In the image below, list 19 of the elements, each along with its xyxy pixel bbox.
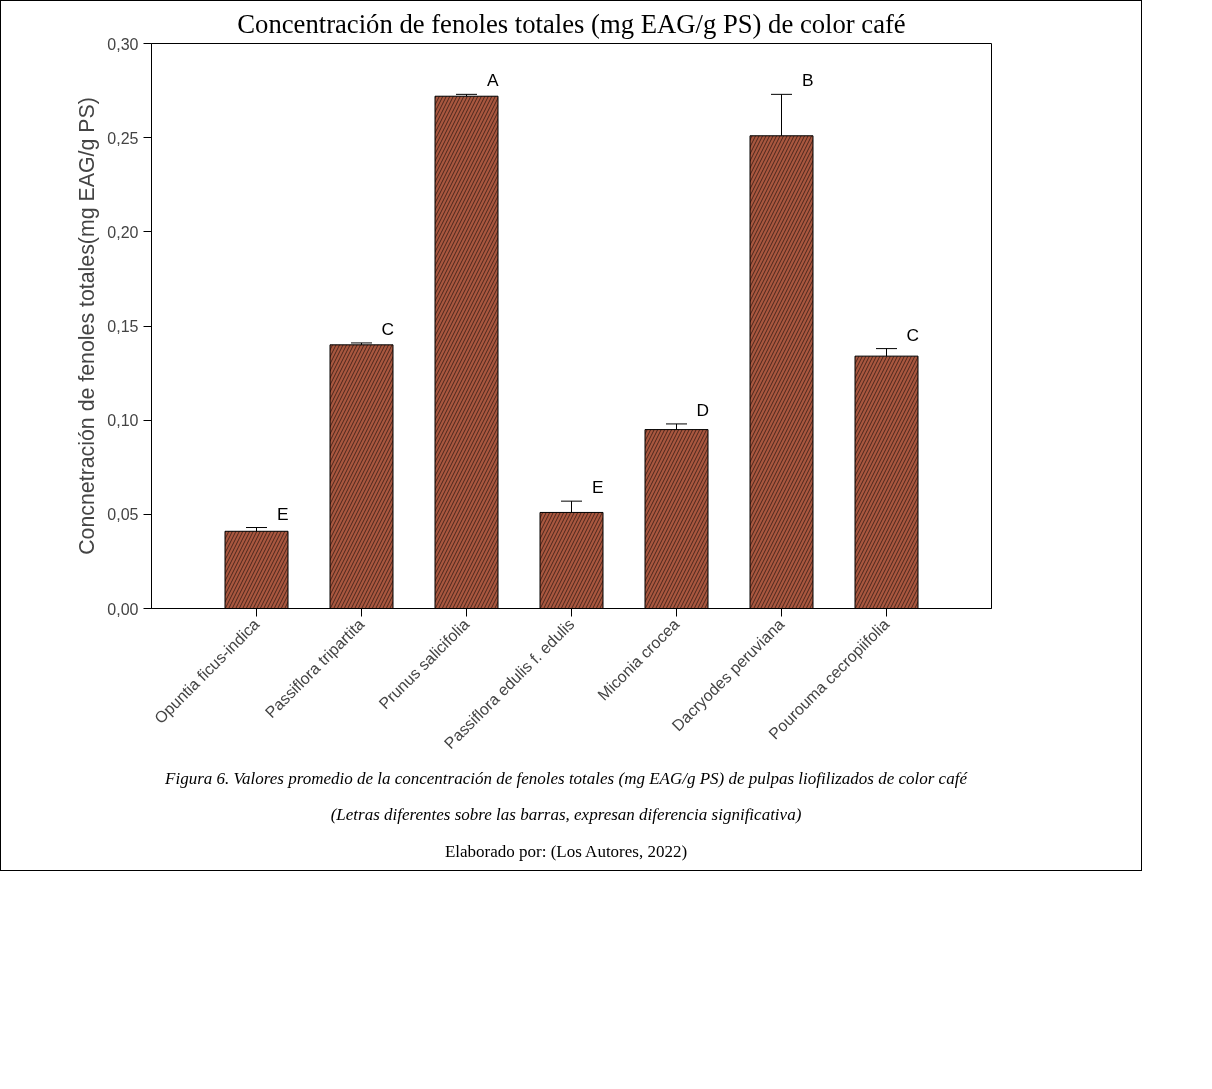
y-tick-label: 0,20: [107, 223, 139, 241]
text: Figura 6. Valores promedio de la concentración de fenoles totales (mg EAG/g PS) de pulpas liofilizados de color café: [165, 768, 967, 790]
y-tick-label: 0,10: [107, 412, 139, 430]
annotation: B: [801, 70, 814, 91]
text: (Letras diferentes sobre las barras, expresan diferencia significativa): [330, 804, 802, 827]
annotation: E: [276, 503, 289, 524]
chart-title: Concentración de fenoles totales (mg EAG/g PS) de color café: [237, 8, 906, 39]
text: Elaborado por: (Los Autores, 2022): [444, 840, 688, 863]
annotation: C: [906, 324, 920, 345]
y-tick-label: 0,00: [107, 600, 139, 618]
y-tick-label: 0,30: [107, 35, 139, 53]
y-axis-title: Concnetración de fenoles totales(mg EAG/g PS): [75, 97, 100, 555]
annotation: D: [696, 399, 710, 420]
annotation: C: [381, 318, 395, 339]
annotation: A: [486, 70, 499, 91]
y-tick-label: 0,25: [107, 129, 139, 147]
annotation: E: [591, 477, 604, 498]
y-tick-label: 0,05: [107, 506, 139, 524]
y-tick-label: 0,15: [107, 318, 139, 335]
